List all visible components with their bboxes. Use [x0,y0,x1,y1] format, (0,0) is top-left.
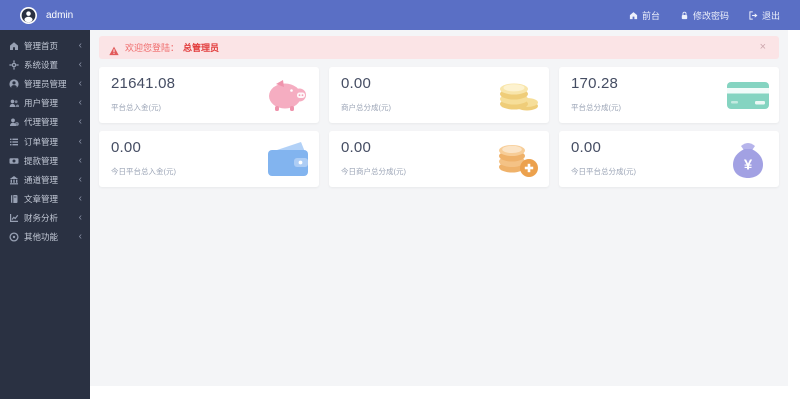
topnav-change-password[interactable]: 修改密码 [680,9,729,22]
chevron-left-icon: ‹ [78,193,82,205]
agent-icon [9,117,19,127]
other-circle-icon [9,232,19,243]
sidebar-item-agent-management[interactable]: 代理管理 ‹ [0,113,90,132]
stat-label: 今日平台总入金(元) [111,167,176,176]
sidebar-item-label: 提款管理 [24,155,59,166]
wallet-icon [265,138,311,180]
sign-out-icon [749,10,758,20]
main-content: 欢迎您登陆： 总管理员 × 21641.08 平台总入金(元) 0.00 商户总… [90,30,788,386]
sidebar-item-other-functions[interactable]: 其他功能 ‹ [0,228,90,247]
sidebar-item-admin-management[interactable]: 管理员管理 ‹ [0,74,90,93]
chevron-left-icon: ‹ [78,154,82,166]
stat-label: 商户总分成(元) [341,103,391,112]
home-icon [629,11,638,20]
stat-value: 170.28 [571,75,619,92]
warning-triangle-icon [109,43,119,55]
stat-value: 0.00 [341,139,371,156]
chevron-left-icon: ‹ [78,116,82,128]
sidebar-item-dashboard[interactable]: 管理首页 ‹ [0,36,90,55]
sidebar-item-withdrawal-management[interactable]: 提款管理 ‹ [0,151,90,170]
stat-cards: 21641.08 平台总入金(元) 0.00 商户总分成(元) 170.28 平… [99,67,779,187]
topbar: admin 前台 修改密码 退出 [0,0,800,30]
admin-user-icon [9,79,19,89]
user-menu[interactable]: admin [20,6,74,24]
sidebar-item-label: 文章管理 [24,194,59,205]
stat-card-today-platform-share: 0.00 今日平台总分成(元) ¥ [559,131,779,187]
topnav-logout-label: 退出 [761,10,780,21]
stat-card-today-merchant-share: 0.00 今日商户总分成(元) [329,131,549,187]
home-icon [9,41,19,51]
sidebar-item-user-management[interactable]: 用户管理 ‹ [0,94,90,113]
sidebar-item-label: 代理管理 [24,117,59,128]
sidebar-item-label: 财务分析 [24,213,59,224]
sidebar-item-order-management[interactable]: 订单管理 ‹ [0,132,90,151]
stat-value: 21641.08 [111,75,176,92]
sidebar: 管理首页 ‹ 系统设置 ‹ 管理员管理 ‹ 用户管理 ‹ [0,30,90,399]
topnav-change-password-label: 修改密码 [692,10,729,21]
stat-card-today-deposit: 0.00 今日平台总入金(元) [99,131,319,187]
gear-icon [9,60,19,70]
orders-list-icon [9,137,19,147]
sidebar-item-article-management[interactable]: 文章管理 ‹ [0,190,90,209]
sidebar-item-label: 系统设置 [24,59,59,70]
coins-icon [495,74,541,116]
stat-label: 今日平台总分成(元) [571,167,636,176]
stat-value: 0.00 [111,139,141,156]
sidebar-item-label: 通道管理 [24,174,59,185]
stat-label: 平台总入金(元) [111,103,161,112]
sidebar-item-label: 管理员管理 [24,78,67,89]
chevron-left-icon: ‹ [78,212,82,224]
admin-role-label: 总管理员 [183,43,220,53]
welcome-alert: 欢迎您登陆： 总管理员 × [99,36,779,59]
sidebar-item-label: 其他功能 [24,232,59,243]
article-book-icon [9,194,19,204]
lock-icon [680,11,689,20]
stat-label: 平台总分成(元) [571,103,621,112]
piggy-bank-icon [265,74,311,116]
stat-card-total-deposit: 21641.08 平台总入金(元) [99,67,319,123]
stat-value: 0.00 [341,75,371,92]
topnav-frontend[interactable]: 前台 [629,9,660,22]
sidebar-item-financial-analysis[interactable]: 财务分析 ‹ [0,209,90,228]
user-avatar-icon [20,6,37,24]
chevron-left-icon: ‹ [78,135,82,147]
sidebar-item-label: 管理首页 [24,40,59,51]
money-bag-icon: ¥ [725,138,771,180]
stat-value: 0.00 [571,139,601,156]
topnav-frontend-label: 前台 [641,10,660,21]
users-icon [9,98,19,108]
topnav: 前台 修改密码 退出 [629,9,780,22]
welcome-message: 欢迎您登陆： [125,43,180,53]
channel-bank-icon [9,175,19,185]
sidebar-item-channel-management[interactable]: 通道管理 ‹ [0,170,90,189]
chevron-left-icon: ‹ [78,231,82,243]
chevron-left-icon: ‹ [78,58,82,70]
stat-label: 今日商户总分成(元) [341,167,406,176]
credit-card-icon [725,74,771,116]
finance-chart-icon [9,213,19,223]
chevron-left-icon: ‹ [78,39,82,51]
sidebar-item-system-settings[interactable]: 系统设置 ‹ [0,55,90,74]
username: admin [46,9,74,21]
alert-close-icon[interactable]: × [759,41,766,53]
topnav-logout[interactable]: 退出 [749,9,780,22]
stat-card-merchant-share: 0.00 商户总分成(元) [329,67,549,123]
stat-card-platform-share: 170.28 平台总分成(元) [559,67,779,123]
coins-plus-icon [495,138,541,180]
sidebar-item-label: 订单管理 [24,136,59,147]
withdraw-money-icon [9,156,19,166]
chevron-left-icon: ‹ [78,77,82,89]
sidebar-item-label: 用户管理 [24,98,59,109]
svg-text:¥: ¥ [744,157,753,174]
chevron-left-icon: ‹ [78,173,82,185]
chevron-left-icon: ‹ [78,97,82,109]
